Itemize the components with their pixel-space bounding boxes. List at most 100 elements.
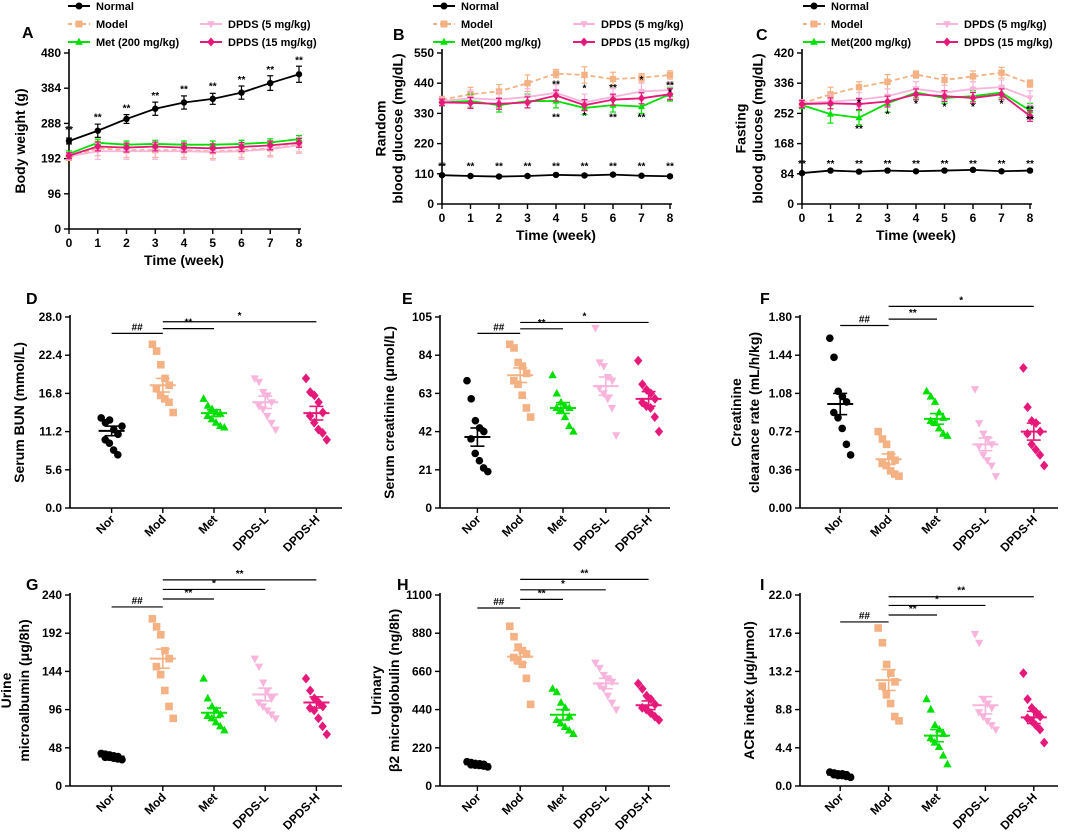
x-tick-label: 2 bbox=[856, 211, 863, 225]
significance-mark: ** bbox=[666, 81, 674, 92]
legend-entry: Normal bbox=[433, 1, 499, 13]
data-point bbox=[118, 755, 126, 764]
group-points bbox=[970, 631, 1000, 735]
data-point bbox=[523, 98, 532, 107]
data-point bbox=[895, 717, 903, 725]
data-point bbox=[105, 439, 114, 447]
y-tick-label: 220 bbox=[412, 741, 432, 755]
legend-marker bbox=[75, 20, 83, 28]
data-point bbox=[979, 430, 988, 439]
data-point bbox=[510, 344, 518, 352]
data-point bbox=[941, 76, 948, 84]
data-point bbox=[475, 456, 484, 465]
significance-mark: ** bbox=[266, 65, 274, 76]
data-point bbox=[203, 401, 212, 409]
significance-mark: ** bbox=[581, 162, 589, 173]
y-tick-label: 22.0 bbox=[769, 588, 793, 602]
data-point bbox=[165, 702, 173, 711]
legend-marker bbox=[440, 20, 448, 28]
comparison-label: ** bbox=[909, 604, 917, 615]
data-point bbox=[926, 705, 935, 713]
data-point bbox=[930, 397, 940, 405]
data-point bbox=[975, 639, 984, 648]
data-point bbox=[969, 73, 977, 80]
data-point bbox=[1035, 450, 1045, 460]
panel-label: H bbox=[397, 577, 409, 594]
legend-entry: DPDS (5 mg/kg) bbox=[573, 19, 684, 31]
data-point bbox=[259, 388, 268, 397]
legend-entry: Met(200 mg/kg) bbox=[803, 37, 911, 49]
data-point bbox=[220, 422, 229, 431]
data-point bbox=[603, 692, 612, 701]
significance-mark: ** bbox=[912, 159, 920, 170]
comparison-label: ## bbox=[859, 314, 871, 325]
data-point bbox=[834, 414, 842, 422]
data-point bbox=[250, 375, 259, 383]
data-point bbox=[565, 421, 574, 430]
y-axis-title: ACR index (μg/μmol) bbox=[741, 621, 757, 759]
data-point bbox=[943, 759, 952, 768]
data-point bbox=[518, 362, 527, 370]
y-tick-label: 110 bbox=[415, 167, 435, 181]
data-point bbox=[518, 391, 526, 400]
legend-label: Model bbox=[96, 19, 128, 31]
data-point bbox=[152, 105, 159, 112]
significance-mark: ** bbox=[609, 162, 617, 173]
data-point bbox=[874, 624, 882, 632]
data-point bbox=[552, 687, 561, 696]
data-point bbox=[666, 71, 674, 79]
data-point bbox=[983, 457, 992, 465]
x-tick-label: Met bbox=[919, 790, 944, 815]
legend-label: DPDS (5 mg/kg) bbox=[601, 19, 684, 31]
x-tick-label: 6 bbox=[610, 211, 617, 225]
data-point bbox=[1019, 668, 1028, 679]
significance-mark: ** bbox=[180, 85, 188, 96]
significance-mark: * bbox=[668, 88, 672, 99]
data-point bbox=[556, 698, 566, 706]
group-points bbox=[301, 373, 331, 445]
panel-i: I 0.0 4.4 8.8 13.2 17.6 22.0 Nor Mod Met DPDS-L DPD… bbox=[741, 577, 1058, 833]
data-point bbox=[306, 685, 315, 696]
data-point bbox=[156, 391, 165, 400]
data-point bbox=[180, 143, 188, 152]
x-tick-label: Mod bbox=[867, 512, 894, 539]
data-point bbox=[271, 426, 280, 435]
x-axis-title: Time (week) bbox=[516, 227, 596, 243]
data-point bbox=[1019, 362, 1028, 373]
data-point bbox=[209, 95, 216, 103]
y-tick-label: 0.72 bbox=[769, 425, 793, 439]
data-point bbox=[884, 78, 891, 85]
data-point bbox=[522, 674, 531, 683]
data-point bbox=[295, 138, 303, 147]
significance-mark: * bbox=[914, 99, 918, 110]
comparison-label: ** bbox=[185, 318, 193, 329]
data-point bbox=[855, 168, 863, 175]
data-point bbox=[878, 682, 886, 690]
data-point bbox=[970, 631, 980, 639]
y-tick-label: 1.80 bbox=[769, 310, 793, 324]
comparison-label: * bbox=[582, 311, 586, 322]
x-tick-label: DPDS-H bbox=[997, 512, 1039, 554]
significance-mark: * bbox=[857, 98, 861, 109]
data-point bbox=[152, 623, 161, 631]
panel-b: B Normal Model Met(200 mg/kg) DPDS (5 mg/kg)… bbox=[373, 1, 690, 243]
legend-label: DPDS (15 mg/kg) bbox=[964, 37, 1053, 49]
y-axis-title: clearance rate (mL/h/kg) bbox=[746, 332, 762, 493]
legend-marker bbox=[810, 20, 818, 28]
data-point bbox=[438, 98, 446, 107]
data-point bbox=[271, 715, 280, 723]
y-tick-label: 220 bbox=[414, 137, 434, 151]
data-point bbox=[123, 115, 130, 123]
data-point bbox=[211, 717, 221, 726]
data-point bbox=[650, 711, 659, 722]
data-point bbox=[310, 693, 319, 704]
data-point bbox=[987, 722, 996, 730]
legend-label: Met (200 mg/kg) bbox=[96, 37, 179, 49]
y-tick-label: 288 bbox=[41, 116, 61, 130]
data-point bbox=[634, 355, 643, 366]
data-point bbox=[798, 99, 806, 109]
significance-mark: ** bbox=[1026, 104, 1034, 115]
group-points bbox=[1019, 668, 1049, 748]
panel-d: D 0.0 5.6 11.2 16.8 22.4 28.0 Nor Mod Met DPDS-L DP… bbox=[11, 291, 342, 555]
data-point bbox=[310, 705, 319, 716]
